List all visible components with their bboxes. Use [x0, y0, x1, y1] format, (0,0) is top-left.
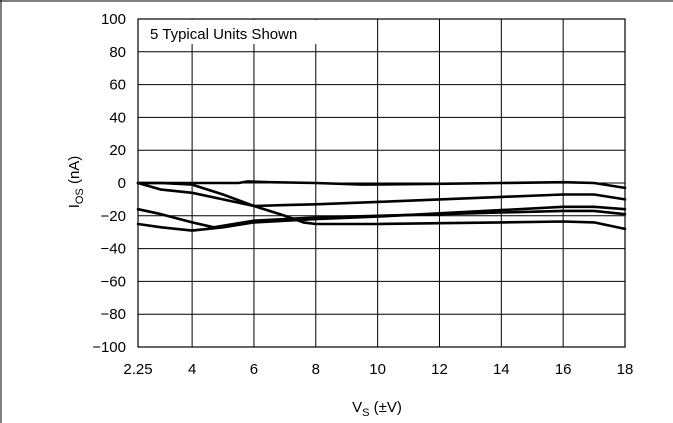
x-tick-label: 16: [555, 361, 572, 378]
x-tick-label: 8: [312, 361, 320, 378]
y-axis-label-rest: (nA): [66, 156, 83, 189]
x-tick-label: 6: [250, 361, 258, 378]
y-tick-label: 40: [109, 109, 126, 126]
plot-area: [137, 18, 626, 348]
annotation-box: [140, 20, 340, 44]
x-tick-label: 2.25: [123, 361, 152, 378]
x-axis-label: VS (±V): [352, 399, 402, 419]
y-tick-label: 0: [118, 175, 126, 192]
y-tick-label: 80: [109, 44, 126, 61]
y-axis-label: IOS (nA): [66, 156, 86, 209]
y-tick-label: −60: [101, 273, 126, 290]
annotation-text: 5 Typical Units Shown: [150, 26, 297, 43]
x-axis-label-rest: (±V): [369, 399, 401, 416]
series-line-3: [136, 181, 627, 231]
y-axis-label-main: I: [66, 204, 83, 208]
y-tick-label: −20: [101, 208, 126, 225]
y-tick-label: −100: [92, 339, 126, 356]
x-tick-label: 4: [188, 361, 196, 378]
x-tick-label: 12: [431, 361, 448, 378]
y-tick-labels: 100 80 60 40 20 0 −20 −40 −60 −80 −100: [92, 11, 126, 356]
x-axis-label-main: V: [352, 399, 362, 416]
y-tick-label: 60: [109, 77, 126, 94]
series-lines: [136, 180, 627, 232]
x-tick-labels: 2.25 4 6 8 10 12 14 16 18: [123, 361, 633, 378]
y-tick-label: −80: [101, 306, 126, 323]
series-line-5: [136, 205, 627, 232]
y-tick-label: 20: [109, 142, 126, 159]
x-tick-label: 10: [369, 361, 386, 378]
x-axis-label-sub: S: [362, 407, 369, 419]
x-tick-label: 18: [617, 361, 634, 378]
series-line-2: [136, 181, 627, 208]
y-tick-label: 100: [101, 11, 126, 28]
x-tick-label: 14: [493, 361, 510, 378]
y-axis-label-sub: OS: [74, 188, 86, 204]
y-tick-label: −40: [101, 241, 126, 258]
series-line-1: [136, 180, 627, 190]
